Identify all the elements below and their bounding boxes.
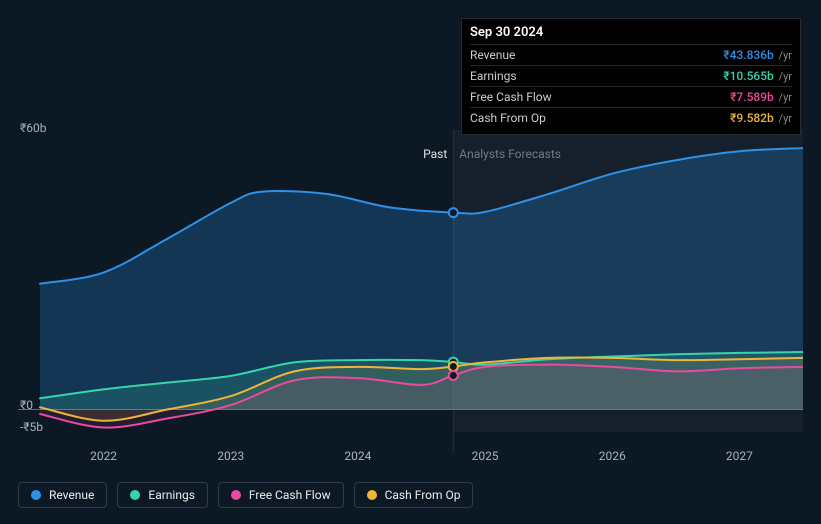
legend-item-free-cash-flow[interactable]: Free Cash Flow [218, 482, 344, 508]
svg-text:2023: 2023 [217, 449, 244, 463]
legend-item-cash-from-op[interactable]: Cash From Op [354, 482, 474, 508]
svg-text:2022: 2022 [90, 449, 117, 463]
tooltip-row-value: ₹43.836b /yr [723, 48, 792, 62]
legend-dot [31, 490, 41, 500]
legend-item-revenue[interactable]: Revenue [18, 482, 107, 508]
legend-label: Revenue [49, 488, 94, 502]
legend-dot [231, 490, 241, 500]
svg-text:₹60b: ₹60b [20, 121, 47, 135]
tooltip-row: Revenue ₹43.836b /yr [470, 44, 792, 65]
svg-text:Analysts Forecasts: Analysts Forecasts [459, 147, 561, 161]
svg-text:2026: 2026 [599, 449, 626, 463]
svg-text:2025: 2025 [472, 449, 499, 463]
tooltip-row: Free Cash Flow ₹7.589b /yr [470, 86, 792, 107]
legend-dot [130, 490, 140, 500]
tooltip-row: Cash From Op ₹9.582b /yr [470, 107, 792, 128]
chart-tooltip: Sep 30 2024 Revenue ₹43.836b /yr Earnings ₹… [461, 18, 801, 135]
tooltip-row-value: ₹9.582b /yr [730, 111, 792, 125]
tooltip-row-label: Cash From Op [470, 111, 546, 125]
svg-text:2024: 2024 [344, 449, 371, 463]
svg-text:2027: 2027 [726, 449, 753, 463]
svg-text:-₹5b: -₹5b [20, 420, 43, 434]
svg-text:Past: Past [423, 147, 447, 161]
tooltip-row-value: ₹10.565b /yr [723, 69, 792, 83]
legend-label: Cash From Op [385, 488, 461, 502]
tooltip-row-value: ₹7.589b /yr [730, 90, 792, 104]
chart-legend: Revenue Earnings Free Cash Flow Cash From O… [18, 482, 473, 508]
legend-label: Free Cash Flow [249, 488, 331, 502]
tooltip-row-label: Earnings [470, 69, 517, 83]
tooltip-row: Earnings ₹10.565b /yr [470, 65, 792, 86]
tooltip-row-label: Free Cash Flow [470, 90, 552, 104]
legend-label: Earnings [148, 488, 195, 502]
legend-dot [367, 490, 377, 500]
tooltip-row-label: Revenue [470, 48, 515, 62]
legend-item-earnings[interactable]: Earnings [117, 482, 208, 508]
tooltip-date: Sep 30 2024 [470, 25, 792, 40]
